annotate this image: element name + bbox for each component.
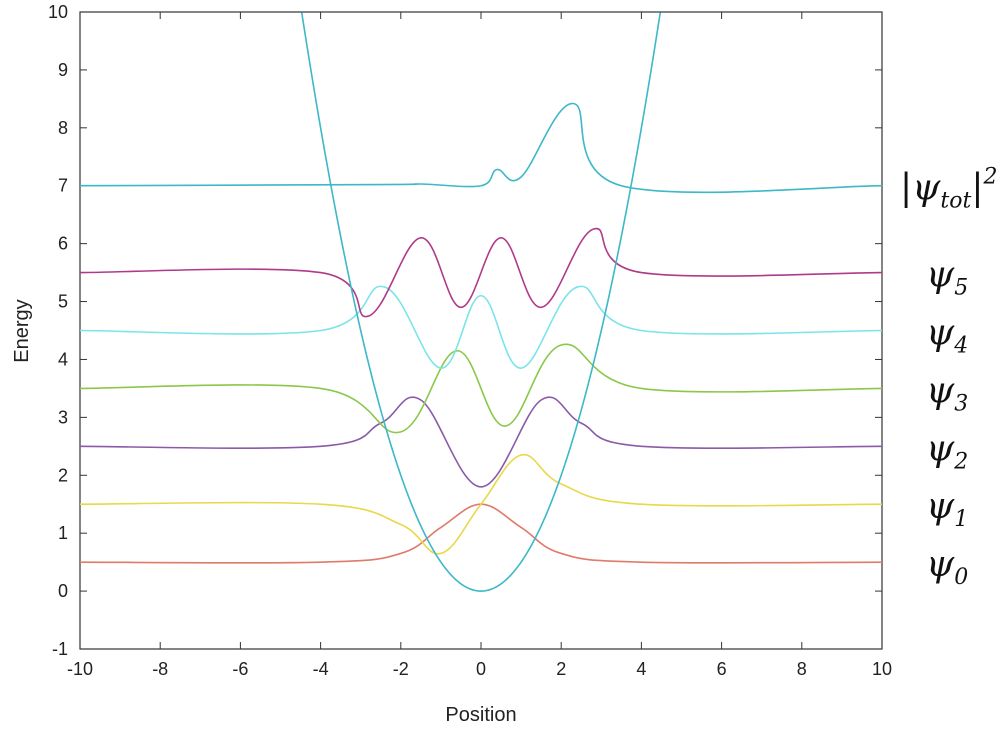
x-tick-label: 8 (797, 659, 807, 679)
y-tick-label: 8 (58, 118, 68, 138)
psi-subscript: 4 (953, 334, 968, 359)
psi-glyph: ψ (926, 544, 955, 585)
psi-glyph: ψ (926, 255, 955, 296)
label-2: ψ2 (926, 428, 968, 474)
y-tick-label: 4 (58, 349, 68, 369)
x-tick-label: 10 (872, 659, 892, 679)
psi-glyph: ψ (926, 370, 955, 411)
label-5: ψ5 (926, 255, 968, 301)
series-line-6 (80, 102, 882, 194)
psi-subscript: 2 (953, 449, 968, 474)
x-tick-label: 0 (476, 659, 486, 679)
y-tick-label: 0 (58, 581, 68, 601)
label-1: ψ1 (926, 486, 968, 532)
psi-subscript: 5 (954, 276, 968, 301)
psi-superscript: 2 (982, 165, 997, 190)
y-tick-label: 6 (58, 234, 68, 254)
label-3: ψ3 (926, 370, 968, 416)
y-tick-label: 3 (58, 407, 68, 427)
y-tick-label: 2 (58, 465, 68, 485)
y-tick-label: -1 (52, 639, 68, 659)
psi-glyph: ψ (926, 313, 955, 354)
y-tick-label: 1 (58, 523, 68, 543)
psi-subscript: 1 (954, 507, 968, 532)
y-tick-label: 7 (58, 176, 68, 196)
abs-bar: | (971, 168, 983, 209)
psi-subscript: 3 (954, 391, 968, 416)
y-tick-label: 9 (58, 60, 68, 80)
psi-glyph: ψ (926, 428, 955, 469)
label-4: ψ4 (926, 313, 968, 359)
x-tick-label: -8 (152, 659, 168, 679)
psi-subscript: tot (940, 189, 971, 214)
psi-glyph: ψ (912, 168, 941, 209)
psi-subscript: 0 (954, 565, 968, 590)
x-tick-label: -6 (232, 659, 248, 679)
x-tick-label: 4 (636, 659, 646, 679)
x-tick-label: -10 (67, 659, 93, 679)
plot-frame (79, 11, 883, 650)
series-line-4 (80, 285, 882, 369)
label-6: |ψtot|2 (900, 165, 997, 214)
series-line-5 (80, 227, 882, 318)
x-tick-label: 2 (556, 659, 566, 679)
x-tick-label: -4 (313, 659, 329, 679)
psi-glyph: ψ (926, 486, 955, 527)
x-axis-title: Position (445, 704, 516, 726)
potential-line (300, 12, 662, 592)
series-line-0 (80, 503, 882, 564)
y-axis-title: Energy (11, 299, 33, 362)
series-line-1 (80, 454, 882, 555)
x-tick-label: 6 (717, 659, 727, 679)
label-0: ψ0 (926, 544, 968, 590)
series-line-2 (80, 396, 882, 488)
curves (80, 12, 882, 592)
y-tick-label: 5 (58, 292, 68, 312)
y-tick-label: 10 (48, 2, 68, 22)
series-line-3 (80, 343, 882, 434)
abs-bar: | (900, 168, 912, 209)
x-tick-label: -2 (393, 659, 409, 679)
